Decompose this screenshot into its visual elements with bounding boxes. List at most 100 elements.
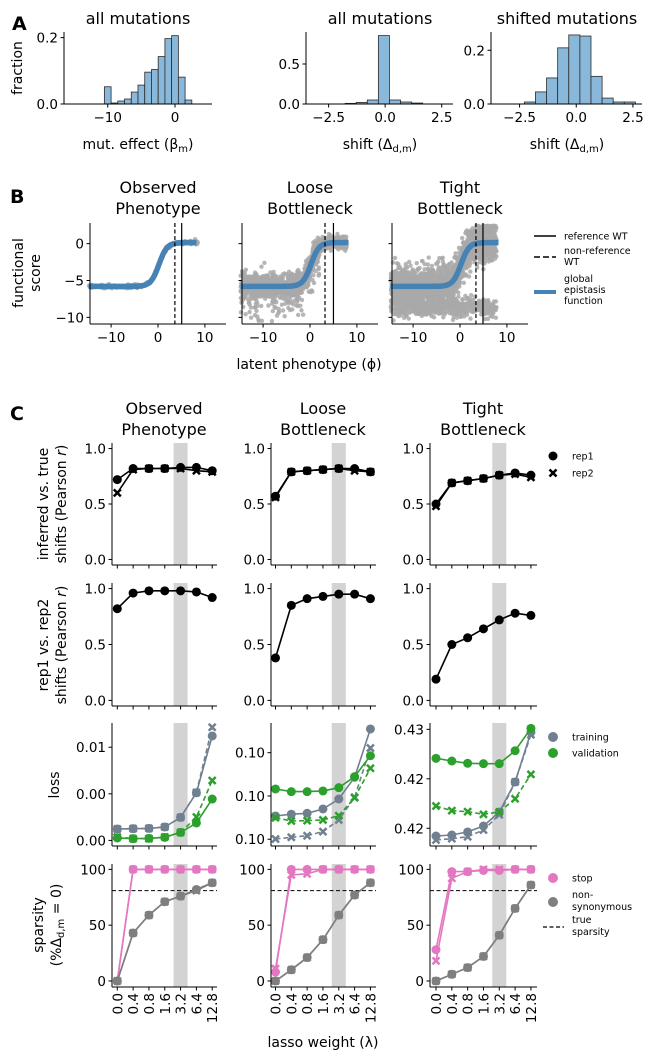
data-point — [394, 261, 400, 266]
circle-marker — [286, 809, 296, 819]
data-point — [279, 302, 285, 307]
data-point — [278, 278, 284, 283]
y-tick-label: 0.0 — [279, 97, 300, 113]
data-point — [453, 251, 458, 256]
c-xlabel: lasso weight (λ) — [268, 1035, 379, 1051]
data-point — [259, 264, 264, 269]
data-point — [437, 255, 442, 261]
x-marker — [350, 864, 359, 874]
data-point — [457, 250, 462, 255]
legend-circle-marker-icon — [548, 451, 558, 461]
histogram-bar — [377, 35, 390, 105]
circle-marker — [207, 794, 217, 804]
circle-marker — [447, 640, 457, 649]
c2-title-line1: Loose — [300, 399, 346, 418]
data-point — [254, 308, 259, 314]
x-marker — [479, 809, 488, 819]
y-tick-label: −10 — [56, 310, 85, 326]
highlight-band — [492, 583, 507, 706]
histogram-bar — [137, 84, 146, 105]
y-tick-label: 0.0 — [244, 552, 265, 568]
x-marker — [112, 824, 122, 834]
x-marker — [176, 828, 185, 837]
x-tick-label: 12.8 — [524, 993, 540, 1023]
data-point — [262, 280, 267, 285]
b-xlabel: latent phenotype (ϕ) — [236, 357, 381, 373]
data-point — [246, 299, 252, 304]
circle-marker — [207, 593, 217, 603]
highlight-band — [331, 583, 346, 706]
histogram-bar — [579, 35, 592, 105]
data-point — [460, 297, 465, 302]
data-point — [287, 307, 293, 313]
y-tick-label: −5 — [64, 274, 84, 290]
y-tick-label: 0 — [97, 974, 106, 990]
data-point — [270, 272, 275, 278]
data-point — [403, 261, 409, 267]
x-marker — [271, 976, 280, 986]
histogram-bar — [177, 76, 186, 105]
histogram-bar — [601, 97, 614, 105]
line-plot-r1-c1: 0.00.51.0 — [85, 442, 217, 569]
data-point — [473, 231, 478, 237]
circle-marker — [128, 588, 138, 598]
data-point — [444, 277, 450, 283]
data-point — [260, 274, 266, 279]
x-tick-label: 2.5 — [622, 110, 643, 126]
y-tick-label: 1.0 — [85, 582, 106, 598]
data-point — [414, 260, 419, 266]
y-tick-label: 0.5 — [403, 638, 424, 654]
highlight-band — [492, 723, 507, 846]
data-point — [446, 262, 452, 267]
x-marker — [447, 873, 457, 883]
data-point — [491, 310, 496, 316]
line-plot-r3-c1: 0.000.000.01 — [76, 722, 217, 850]
data-point — [483, 235, 489, 241]
x-marker — [431, 956, 441, 966]
data-point — [283, 301, 288, 306]
x-marker — [510, 469, 520, 479]
y-tick-label: 50 — [248, 918, 265, 934]
data-point — [266, 303, 271, 308]
data-point — [395, 302, 401, 307]
highlight-band — [492, 443, 507, 565]
data-point — [289, 271, 294, 276]
data-point — [247, 309, 252, 315]
data-point — [468, 269, 473, 274]
c-legend-loss: training validation — [548, 732, 619, 760]
histogram-bar — [184, 99, 193, 105]
x-marker — [128, 864, 138, 874]
circle-marker — [318, 804, 328, 814]
data-point — [424, 311, 430, 317]
data-point — [310, 289, 315, 294]
x-tick-label: 2.5 — [431, 110, 452, 126]
x-marker — [286, 832, 296, 842]
x-marker — [431, 976, 441, 986]
data-point — [320, 234, 325, 240]
data-point — [436, 288, 441, 293]
y-tick-label: 0.2 — [464, 43, 485, 59]
circle-marker — [160, 586, 170, 596]
histogram-bar — [103, 86, 112, 105]
y-tick-label: 0.0 — [244, 693, 265, 709]
x-marker — [526, 472, 536, 482]
data-point — [482, 316, 488, 322]
data-point — [421, 277, 427, 283]
x-marker — [271, 964, 280, 974]
x-tick-label: 0.0 — [110, 993, 126, 1014]
histogram-bar — [130, 91, 139, 105]
circle-marker — [191, 587, 201, 597]
data-point — [432, 293, 438, 299]
legend-training-marker-icon — [548, 732, 558, 742]
data-point — [248, 315, 254, 320]
data-point — [467, 258, 472, 264]
circle-marker — [365, 724, 375, 734]
highlight-band — [331, 443, 346, 565]
circle-marker — [350, 772, 360, 782]
data-point — [243, 312, 248, 317]
histogram-a2: 0.00.5−2.5 0.0 2.5 — [279, 32, 453, 126]
line-plot-r3-c3: 0.420.420.43 — [394, 722, 537, 850]
data-point — [476, 223, 481, 229]
legend-stop-marker-icon — [548, 873, 558, 883]
histogram-bar — [124, 98, 132, 105]
